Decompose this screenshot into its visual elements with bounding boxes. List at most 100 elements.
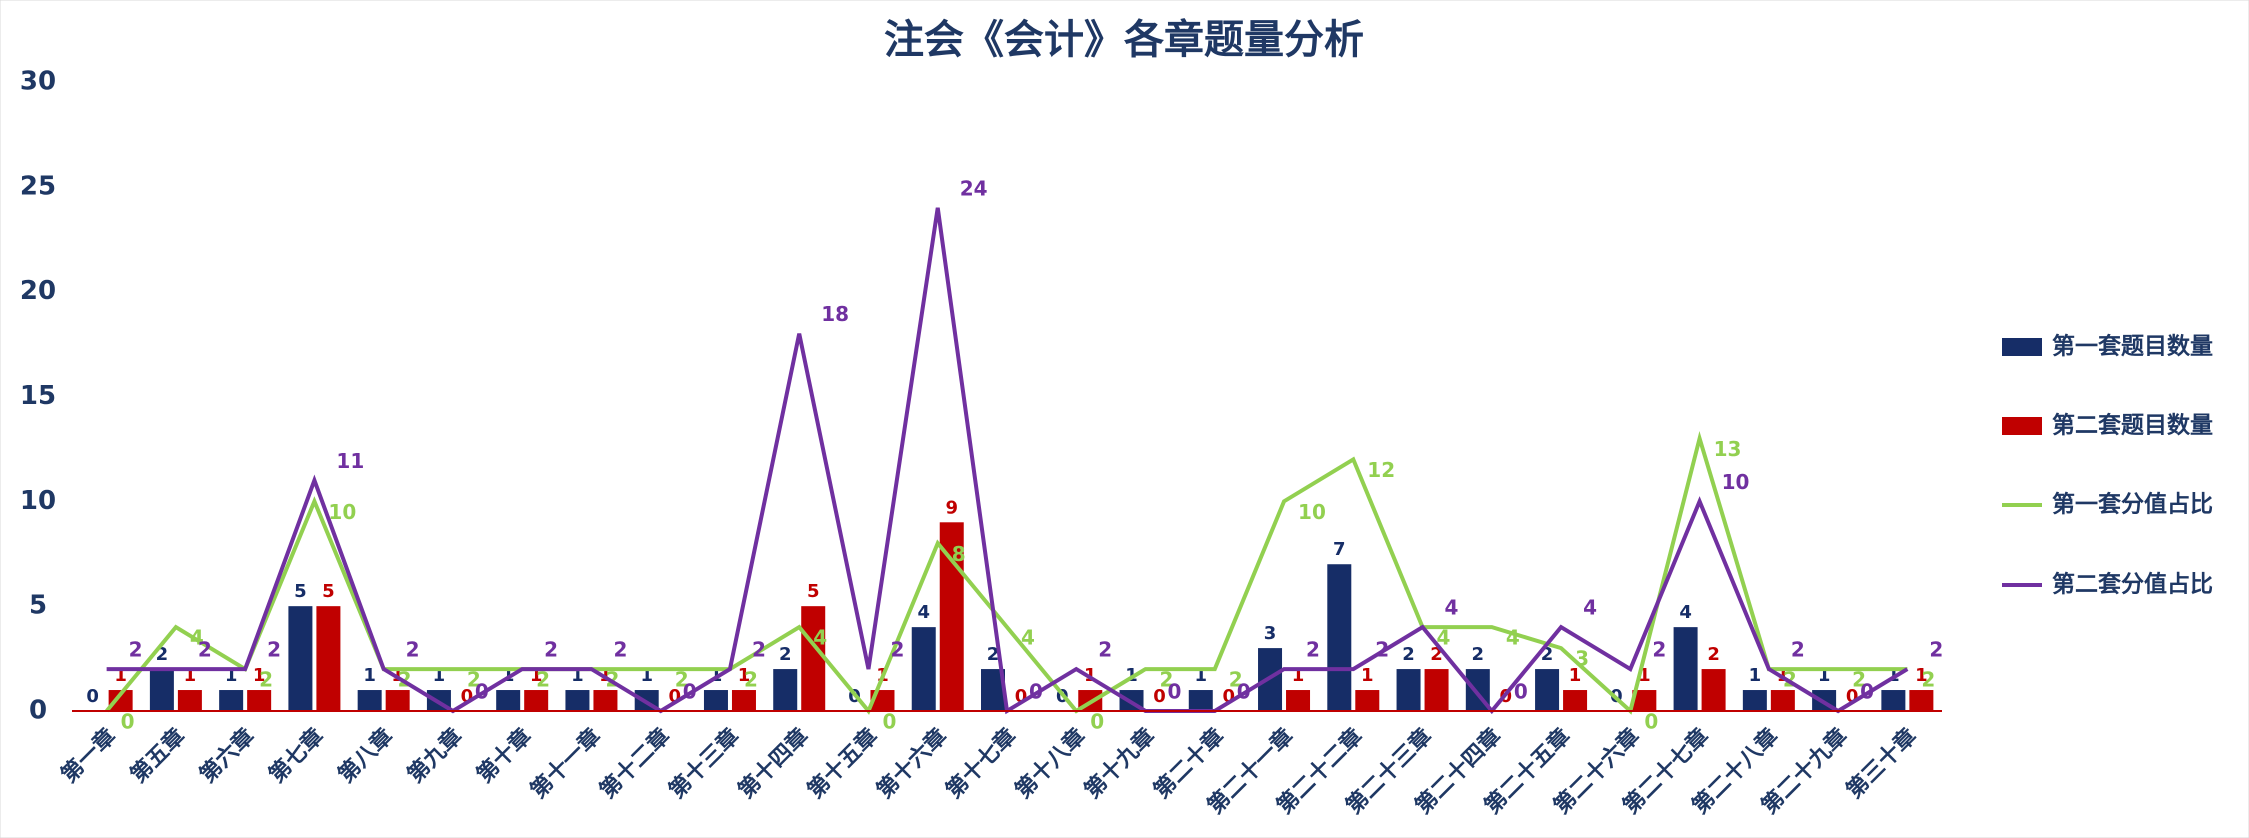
data-label: 2	[675, 668, 689, 692]
data-label: 0	[1860, 680, 1874, 704]
data-label: 2	[198, 638, 212, 662]
data-label: 4	[1021, 626, 1035, 650]
bar	[1673, 627, 1698, 711]
bar	[593, 690, 618, 711]
bar	[1355, 690, 1380, 711]
bar	[1327, 564, 1352, 711]
data-label: 9	[945, 497, 958, 518]
legend-label: 第一套分值占比	[2052, 491, 2213, 518]
data-label: 0	[1168, 680, 1182, 704]
data-label: 2	[1098, 638, 1112, 662]
data-label: 1	[363, 665, 376, 686]
data-label: 2	[752, 638, 766, 662]
data-label: 11	[336, 449, 364, 473]
data-label: 0	[1514, 680, 1528, 704]
y-tick-label: 5	[29, 591, 47, 621]
data-label: 3	[1264, 623, 1277, 644]
data-label: 2	[1472, 644, 1485, 665]
data-label: 4	[1437, 626, 1451, 650]
data-label: 4	[1583, 596, 1597, 620]
data-label: 2	[1791, 638, 1805, 662]
data-label: 1	[253, 665, 266, 686]
data-label: 1	[1749, 665, 1762, 686]
data-label: 0	[1029, 680, 1043, 704]
data-label: 8	[952, 542, 966, 566]
bar	[1632, 690, 1657, 711]
data-label: 2	[1929, 638, 1943, 662]
data-label: 0	[86, 686, 99, 707]
bar	[939, 522, 964, 711]
bar	[911, 627, 936, 711]
data-label: 13	[1714, 437, 1742, 461]
y-tick-label: 20	[20, 276, 56, 306]
data-label: 12	[1367, 458, 1395, 482]
data-label: 1	[1361, 665, 1374, 686]
data-label: 2	[544, 638, 558, 662]
bar	[1188, 690, 1213, 711]
data-label: 2	[406, 638, 420, 662]
data-label: 2	[467, 668, 481, 692]
data-label: 10	[1722, 470, 1750, 494]
bar	[1535, 669, 1560, 711]
data-label: 2	[1921, 668, 1935, 692]
data-label: 24	[960, 176, 988, 200]
data-label: 2	[1402, 644, 1415, 665]
bar	[1770, 690, 1795, 711]
data-label: 0	[121, 710, 135, 734]
bar	[801, 606, 826, 711]
data-label: 1	[1569, 665, 1582, 686]
data-label: 4	[1506, 626, 1520, 650]
data-label: 1	[738, 665, 751, 686]
bar	[703, 690, 728, 711]
data-label: 5	[294, 581, 307, 602]
data-label: 2	[1652, 638, 1666, 662]
data-label: 2	[1160, 668, 1174, 692]
bar	[108, 690, 133, 711]
data-label: 2	[536, 668, 550, 692]
bar	[1396, 669, 1421, 711]
bar	[565, 690, 590, 711]
legend-swatch	[2002, 338, 2042, 356]
data-label: 5	[322, 581, 335, 602]
bar	[219, 690, 244, 711]
y-tick-label: 30	[20, 67, 56, 97]
data-label: 0	[1153, 686, 1166, 707]
bar	[731, 690, 756, 711]
data-label: 5	[807, 581, 820, 602]
y-tick-label: 0	[29, 696, 47, 726]
bar	[316, 606, 341, 711]
data-label: 4	[917, 602, 930, 623]
data-label: 2	[1707, 644, 1720, 665]
legend-swatch	[2002, 417, 2042, 435]
legend-label: 第二套题目数量	[2052, 412, 2213, 439]
data-label: 4	[813, 626, 827, 650]
line	[105, 430, 1908, 715]
y-tick-label: 25	[20, 171, 56, 201]
bar	[1424, 669, 1449, 711]
bar	[149, 669, 174, 711]
data-label: 4	[1445, 596, 1459, 620]
data-label: 2	[1229, 668, 1243, 692]
bar	[288, 606, 313, 711]
data-label: 2	[1852, 668, 1866, 692]
bar	[1909, 690, 1934, 711]
legend-label: 第一套题目数量	[2052, 333, 2213, 360]
bar	[773, 669, 798, 711]
bar	[1701, 669, 1726, 711]
data-label: 10	[328, 500, 356, 524]
data-label: 18	[821, 302, 849, 326]
data-label: 0	[1237, 680, 1251, 704]
bar	[1286, 690, 1311, 711]
bar	[357, 690, 382, 711]
data-label: 2	[779, 644, 792, 665]
bar	[385, 690, 410, 711]
bar	[1563, 690, 1588, 711]
legend-label: 第二套分值占比	[2052, 571, 2213, 598]
data-label: 0	[882, 710, 896, 734]
data-label: 4	[190, 626, 204, 650]
bar	[1742, 690, 1767, 711]
data-label: 0	[475, 680, 489, 704]
data-label: 2	[1306, 638, 1320, 662]
